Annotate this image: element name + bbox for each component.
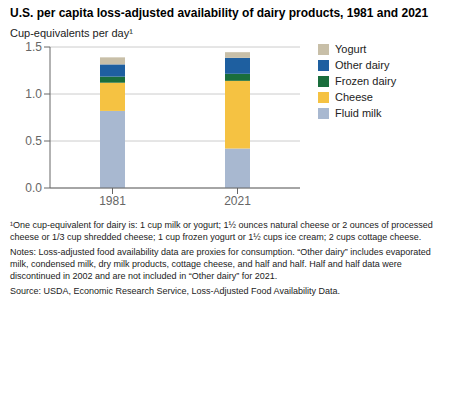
html-text:Fluid milk: Fluid milk bbox=[335, 107, 382, 119]
html-text:Other dairy: Other dairy bbox=[335, 59, 390, 71]
svg-text:1.0: 1.0 bbox=[25, 87, 42, 101]
svg-text:2021: 2021 bbox=[224, 194, 251, 208]
html-text:Cup-equivalents per day¹: Cup-equivalents per day¹ bbox=[10, 27, 133, 39]
html-text:Source: USDA, Economic Researc: Source: USDA, Economic Research Service,… bbox=[10, 286, 340, 297]
svg-text:0.5: 0.5 bbox=[25, 134, 42, 148]
svg-text:1981: 1981 bbox=[99, 194, 126, 208]
html-text:Cheese: Cheese bbox=[335, 91, 373, 103]
svg-text:1.5: 1.5 bbox=[25, 40, 42, 54]
html-text:¹One cup-equivalent for dairy: ¹One cup-equivalent for dairy is: 1 cup … bbox=[10, 220, 433, 242]
html-text:Frozen dairy: Frozen dairy bbox=[335, 75, 397, 87]
html-text:Notes: Loss-adjusted food avai: Notes: Loss-adjusted food availability d… bbox=[10, 247, 431, 281]
html-text:U.S. per capita loss-adjusted: U.S. per capita loss-adjusted availabili… bbox=[10, 6, 429, 20]
html-text:Yogurt: Yogurt bbox=[335, 43, 367, 55]
svg-text:0.0: 0.0 bbox=[25, 181, 42, 195]
